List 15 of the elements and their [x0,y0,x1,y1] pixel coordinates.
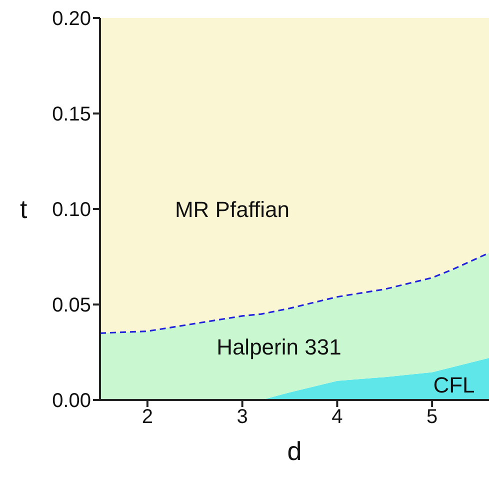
x-tick-label: 3 [236,406,248,428]
y-axis-title: t [20,194,28,224]
y-tick-label: 0.05 [52,294,91,317]
line-series [100,252,489,334]
series-label: Halperin 331 [216,334,342,360]
x-axis-title: d [287,436,302,466]
y-tick-label: 0.00 [52,390,91,412]
series-label: CFL [433,372,475,398]
y-tick-label: 0.20 [52,8,91,30]
x-tick-label: 5 [426,406,438,428]
series-label: MR Pfaffian [174,196,290,222]
y-tick-label: 0.15 [52,104,91,126]
x-tick-label: 2 [142,406,153,428]
y-tick-label: 0.10 [52,199,91,222]
x-tick-label: 4 [332,406,343,428]
